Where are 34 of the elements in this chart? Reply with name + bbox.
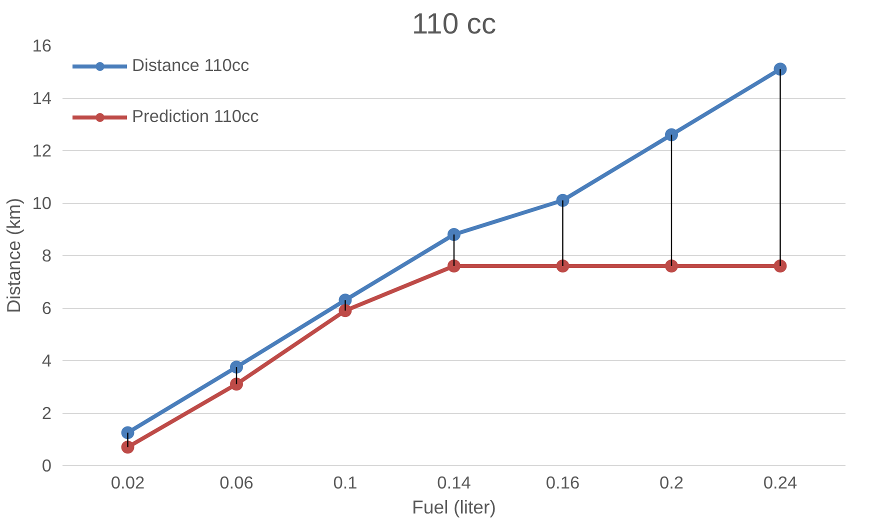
y-tick-label: 12 bbox=[32, 140, 52, 160]
x-tick-label: 0.1 bbox=[333, 472, 358, 492]
y-tick-label: 16 bbox=[32, 36, 52, 56]
x-tick-label: 0.06 bbox=[220, 472, 254, 492]
point bbox=[774, 62, 787, 76]
x-tick-label: 0.14 bbox=[437, 472, 472, 492]
y-tick-label: 6 bbox=[42, 298, 52, 318]
point bbox=[448, 228, 460, 241]
y-tick-label: 14 bbox=[32, 88, 52, 108]
point bbox=[556, 260, 570, 272]
y-tick-label: 2 bbox=[42, 403, 52, 423]
x-tick-label: 0.24 bbox=[763, 472, 798, 492]
point bbox=[230, 378, 243, 391]
x-tick-label: 0.16 bbox=[546, 472, 580, 492]
y-tick-label: 10 bbox=[32, 193, 52, 213]
point bbox=[121, 426, 134, 440]
point bbox=[665, 128, 678, 142]
point bbox=[338, 304, 352, 318]
y-tick-label: 4 bbox=[42, 350, 52, 370]
point bbox=[774, 260, 787, 272]
point bbox=[448, 260, 460, 272]
y-axis-title: Distance (km) bbox=[3, 198, 24, 314]
point bbox=[121, 440, 134, 454]
y-tick-label: 8 bbox=[42, 246, 52, 266]
point bbox=[556, 194, 570, 207]
legend-label: Prediction 110cc bbox=[132, 106, 259, 127]
point bbox=[665, 260, 678, 272]
y-tick-label: 0 bbox=[42, 456, 52, 476]
legend-label: Distance 110cc bbox=[132, 55, 250, 76]
chart-title: 110 cc bbox=[412, 8, 496, 40]
x-axis-title: Fuel (liter) bbox=[412, 496, 496, 518]
x-tick-label: 0.02 bbox=[110, 472, 145, 492]
point bbox=[230, 360, 243, 374]
x-tick-label: 0.2 bbox=[659, 472, 684, 492]
